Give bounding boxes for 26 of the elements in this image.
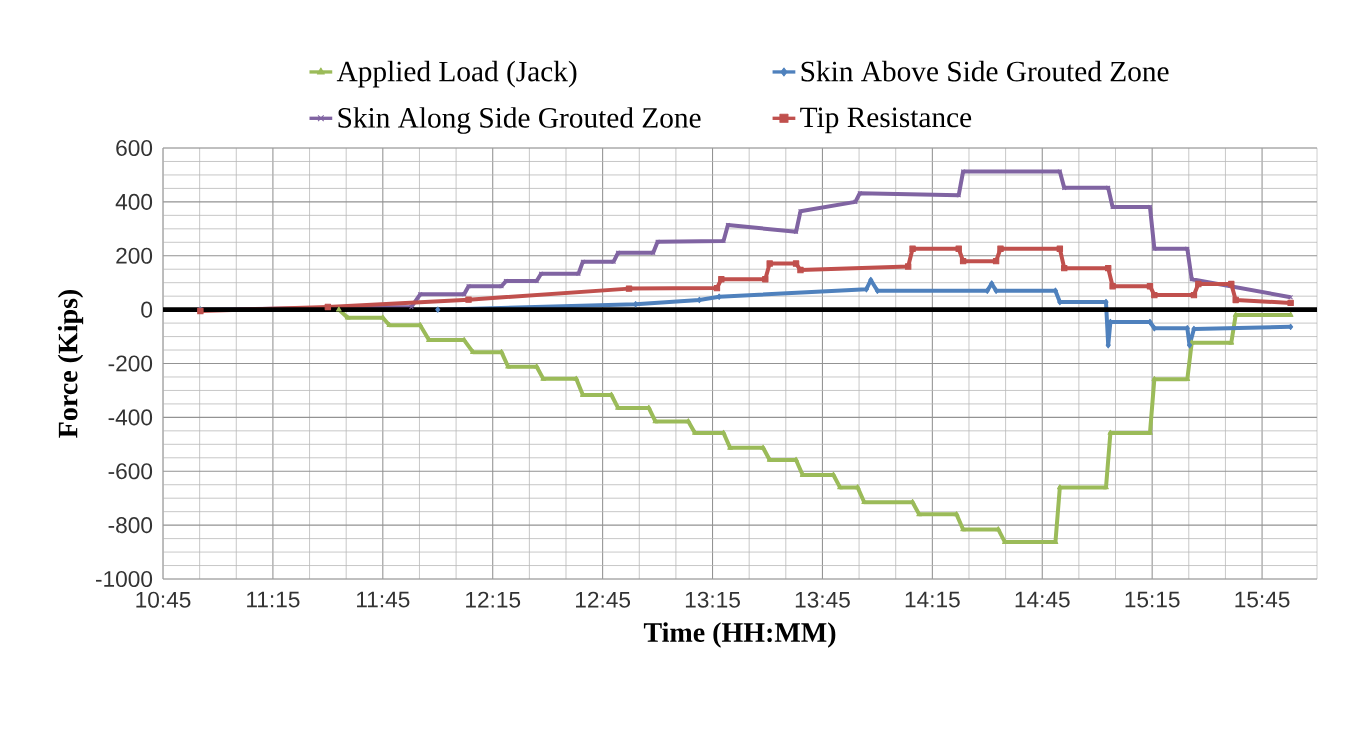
x-tick-label: 13:45 xyxy=(795,591,850,608)
x-tick-label: 15:15 xyxy=(1125,591,1180,608)
x-axis-title: Time (HH:MM) xyxy=(643,622,836,648)
y-tick-label: -800 xyxy=(108,517,153,534)
x-tick-label: 13:15 xyxy=(685,591,740,608)
y-tick-label: -400 xyxy=(108,409,153,426)
y-tick-label: -1000 xyxy=(95,570,153,588)
legend-label: Skin Along Side Grouted Zone xyxy=(338,107,701,134)
x-tick-label: 14:45 xyxy=(1015,591,1070,608)
x-tick-label: 11:15 xyxy=(247,591,300,608)
y-tick-label: 600 xyxy=(116,139,153,157)
legend-label: Applied Load (Jack) xyxy=(336,60,577,88)
x-tick-label: 10:45 xyxy=(136,591,191,608)
x-tick-label: 12:15 xyxy=(466,591,521,608)
y-tick-label: 200 xyxy=(116,247,153,264)
x-tick-label: 14:15 xyxy=(905,591,960,608)
y-tick-label: 400 xyxy=(115,193,153,210)
y-tick-label: -200 xyxy=(108,355,153,372)
x-tick-label: 12:45 xyxy=(576,591,631,608)
y-tick-label: -600 xyxy=(108,463,153,480)
x-tick-label: 11:45 xyxy=(357,591,410,608)
x-tick-label: 15:45 xyxy=(1235,591,1290,608)
legend-label: Skin Above Side Grouted Zone xyxy=(801,60,1169,82)
y-axis-title: Force (Kips) xyxy=(57,289,84,438)
y-tick-label: 0 xyxy=(141,301,153,318)
legend-label: Tip Resistance xyxy=(800,107,972,134)
